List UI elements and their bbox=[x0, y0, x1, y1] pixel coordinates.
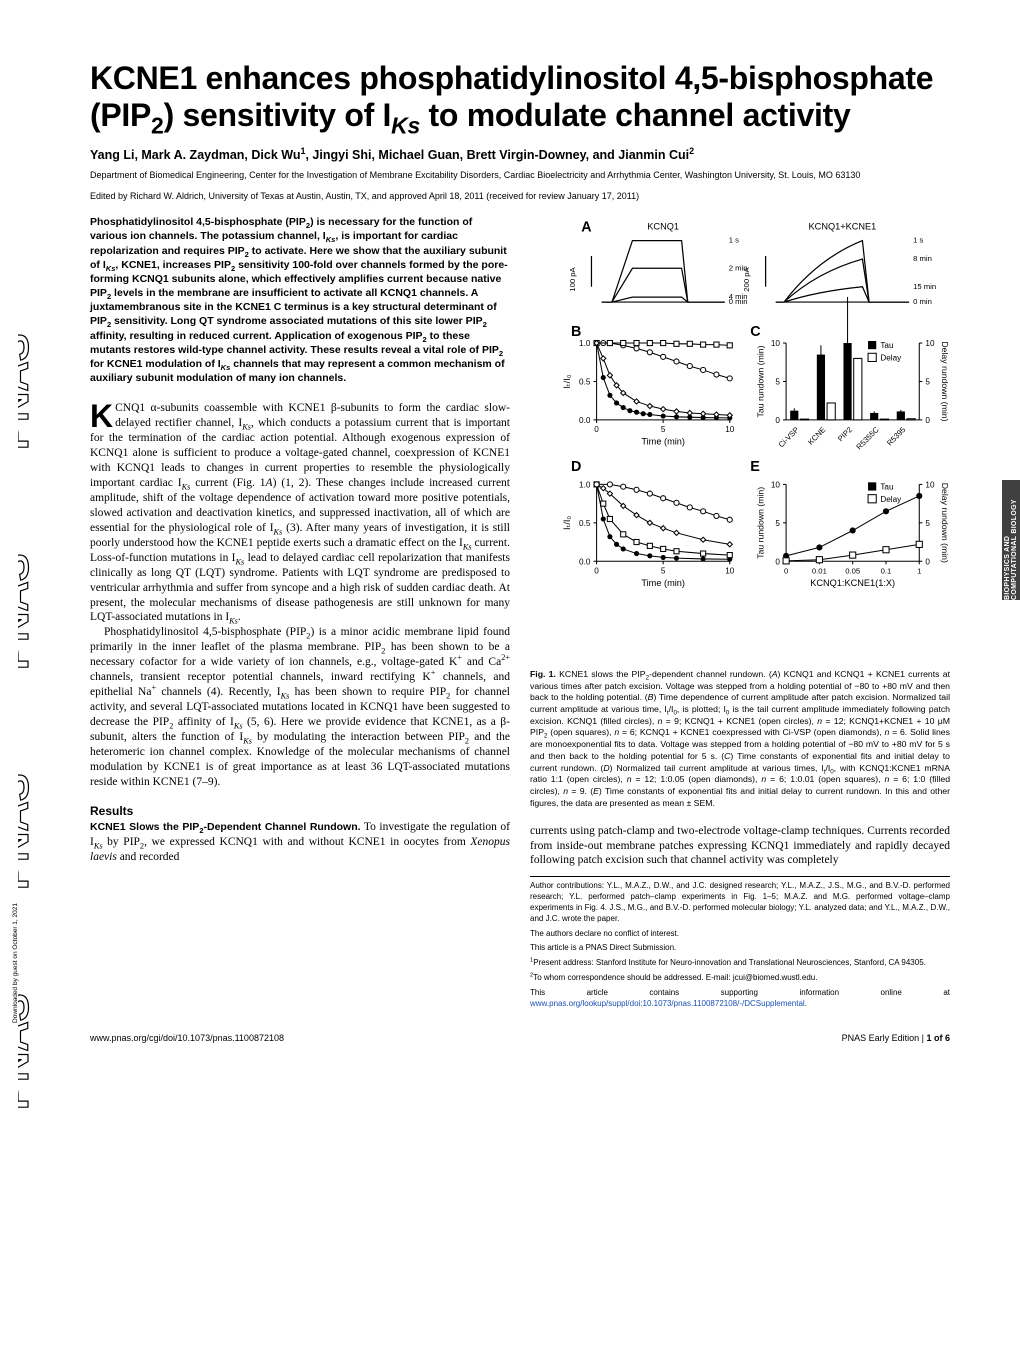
svg-text:1: 1 bbox=[917, 567, 921, 576]
footnotes: Author contributions: Y.L., M.A.Z., D.W.… bbox=[530, 881, 950, 1009]
svg-text:R5355C: R5355C bbox=[854, 425, 881, 452]
svg-text:5: 5 bbox=[925, 378, 930, 387]
svg-text:0.01: 0.01 bbox=[812, 567, 827, 576]
results-heading: Results bbox=[90, 804, 510, 818]
svg-text:Delay: Delay bbox=[880, 495, 902, 504]
svg-text:10: 10 bbox=[725, 567, 735, 576]
svg-text:10: 10 bbox=[925, 339, 935, 348]
svg-text:Tau: Tau bbox=[880, 483, 894, 492]
svg-text:200 pA: 200 pA bbox=[742, 267, 751, 292]
svg-text:8 min: 8 min bbox=[913, 254, 932, 263]
article-title: KCNE1 enhances phosphatidylinositol 4,5-… bbox=[90, 60, 950, 134]
svg-text:0: 0 bbox=[925, 558, 930, 567]
svg-text:10: 10 bbox=[925, 481, 935, 490]
results-para-1: KCNE1 Slows the PIP2-Dependent Channel R… bbox=[90, 820, 510, 865]
svg-text:5: 5 bbox=[661, 567, 666, 576]
svg-text:10: 10 bbox=[771, 481, 781, 490]
svg-text:0.05: 0.05 bbox=[845, 567, 860, 576]
svg-text:B: B bbox=[571, 324, 581, 340]
svg-text:Tau: Tau bbox=[880, 341, 894, 350]
svg-text:0.5: 0.5 bbox=[579, 378, 591, 387]
svg-text:1 s: 1 s bbox=[913, 236, 923, 245]
svg-text:0: 0 bbox=[594, 567, 599, 576]
svg-text:R5395: R5395 bbox=[885, 425, 907, 447]
svg-text:Time (min): Time (min) bbox=[641, 578, 685, 588]
svg-text:1.0: 1.0 bbox=[579, 481, 591, 490]
svg-text:10: 10 bbox=[771, 339, 781, 348]
svg-text:Ci-VSP: Ci-VSP bbox=[777, 425, 801, 449]
svg-text:10: 10 bbox=[725, 425, 735, 434]
svg-text:A: A bbox=[581, 220, 591, 236]
svg-text:Tau rundown (min): Tau rundown (min) bbox=[756, 487, 766, 559]
footer-page: PNAS Early Edition | 1 of 6 bbox=[842, 1033, 950, 1043]
svg-text:0: 0 bbox=[775, 558, 780, 567]
svg-text:KCNQ1:KCNE1(1:X): KCNQ1:KCNE1(1:X) bbox=[810, 578, 895, 588]
svg-text:0: 0 bbox=[784, 567, 788, 576]
svg-text:0.0: 0.0 bbox=[579, 416, 591, 425]
direct-submission: This article is a PNAS Direct Submission… bbox=[530, 943, 950, 954]
abstract: Phosphatidylinositol 4,5-bisphosphate (P… bbox=[90, 215, 510, 385]
svg-text:PIP2: PIP2 bbox=[836, 425, 854, 443]
svg-text:0 min: 0 min bbox=[913, 297, 932, 306]
footer-doi: www.pnas.org/cgi/doi/10.1073/pnas.110087… bbox=[90, 1033, 284, 1043]
svg-text:C: C bbox=[750, 324, 760, 340]
right-col-para-1: currents using patch-clamp and two-elect… bbox=[530, 824, 950, 869]
svg-text:KCNE: KCNE bbox=[806, 425, 827, 446]
supporting-info: This article contains supporting informa… bbox=[530, 988, 950, 1010]
present-address: 1Present address: Stanford Institute for… bbox=[530, 958, 950, 969]
svg-text:5: 5 bbox=[661, 425, 666, 434]
svg-text:5: 5 bbox=[925, 519, 930, 528]
footnote-rule bbox=[530, 876, 950, 877]
svg-text:5: 5 bbox=[775, 519, 780, 528]
svg-text:1.0: 1.0 bbox=[579, 339, 591, 348]
svg-text:0: 0 bbox=[925, 416, 930, 425]
svg-text:0 min: 0 min bbox=[729, 297, 748, 306]
author-contributions: Author contributions: Y.L., M.A.Z., D.W.… bbox=[530, 881, 950, 924]
svg-text:KCNQ1+KCNE1: KCNQ1+KCNE1 bbox=[809, 222, 877, 232]
figure-1: AKCNQ1100 pA4 min2 min1 s0 minKCNQ1+KCNE… bbox=[530, 215, 950, 660]
author-list: Yang Li, Mark A. Zaydman, Dick Wu1, Jing… bbox=[90, 148, 950, 162]
page-footer: www.pnas.org/cgi/doi/10.1073/pnas.110087… bbox=[90, 1033, 950, 1043]
intro-para-1: KCNQ1 α-subunits coassemble with KCNE1 β… bbox=[90, 401, 510, 625]
conflict-statement: The authors declare no conflict of inter… bbox=[530, 929, 950, 940]
svg-text:0: 0 bbox=[594, 425, 599, 434]
correspondence: 2To whom correspondence should be addres… bbox=[530, 973, 950, 984]
svg-text:0.1: 0.1 bbox=[881, 567, 892, 576]
affiliation: Department of Biomedical Engineering, Ce… bbox=[90, 170, 950, 182]
figure-1-caption: Fig. 1. KCNE1 slows the PIP2-dependent c… bbox=[530, 669, 950, 810]
svg-text:KCNQ1: KCNQ1 bbox=[647, 222, 679, 232]
svg-text:Time (min): Time (min) bbox=[641, 437, 685, 447]
svg-text:5: 5 bbox=[775, 378, 780, 387]
svg-text:100 pA: 100 pA bbox=[568, 267, 577, 292]
svg-text:Delay: Delay bbox=[880, 354, 902, 363]
svg-text:Delay rundown (min): Delay rundown (min) bbox=[940, 483, 950, 563]
svg-text:0: 0 bbox=[775, 416, 780, 425]
svg-text:E: E bbox=[750, 459, 760, 475]
svg-text:Delay rundown (min): Delay rundown (min) bbox=[940, 342, 950, 422]
svg-text:Iₜ/I₀: Iₜ/I₀ bbox=[562, 516, 572, 530]
svg-text:D: D bbox=[571, 459, 581, 475]
edited-line: Edited by Richard W. Aldrich, University… bbox=[90, 191, 950, 201]
svg-text:0.5: 0.5 bbox=[579, 519, 591, 528]
intro-para-2: Phosphatidylinositol 4,5-bisphosphate (P… bbox=[90, 625, 510, 789]
svg-text:Tau rundown (min): Tau rundown (min) bbox=[756, 346, 766, 418]
svg-text:Iₜ/I₀: Iₜ/I₀ bbox=[562, 374, 572, 388]
svg-text:1 s: 1 s bbox=[729, 236, 739, 245]
svg-text:15 min: 15 min bbox=[913, 282, 936, 291]
svg-text:0.0: 0.0 bbox=[579, 558, 591, 567]
